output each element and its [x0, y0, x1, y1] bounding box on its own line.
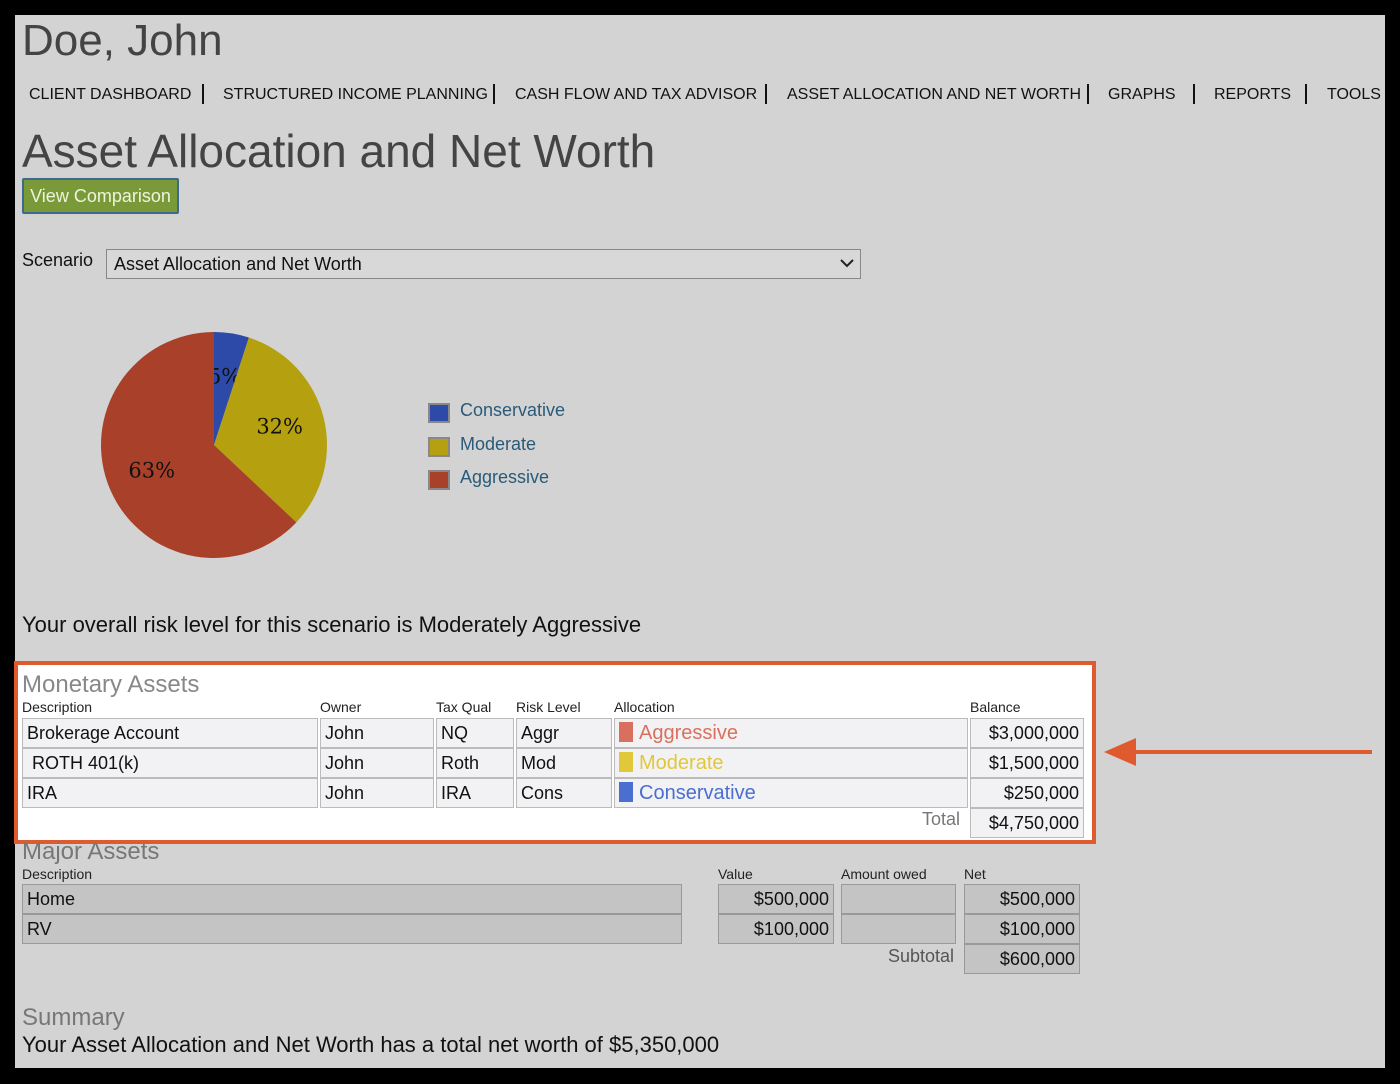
column-header: Allocation: [614, 699, 675, 715]
table-cell: RV: [22, 914, 682, 944]
total-label: Total: [921, 809, 960, 829]
nav-link[interactable]: ASSET ALLOCATION AND NET WORTH: [787, 86, 1081, 103]
column-header: Risk Level: [516, 699, 581, 715]
table-cell: $1,500,000: [970, 748, 1084, 778]
table-cell: Brokerage Account: [22, 718, 318, 748]
table-cell: Roth: [436, 748, 514, 778]
allocation-swatch: [619, 782, 633, 802]
allocation-swatch: [619, 752, 633, 772]
table-cell: ROTH 401(k): [22, 748, 318, 778]
total-value: $4,750,000: [970, 808, 1084, 838]
legend-swatch: [428, 470, 450, 490]
nav-link[interactable]: CLIENT DASHBOARD: [29, 86, 192, 103]
view-comparison-button[interactable]: View Comparison: [22, 178, 179, 214]
nav-separator: [1193, 84, 1195, 104]
nav-link[interactable]: REPORTS: [1214, 86, 1292, 103]
input-cell: [841, 884, 956, 914]
table-cell: IRA: [22, 778, 318, 808]
column-header: Description: [22, 866, 93, 882]
nav-separator: [493, 84, 495, 104]
pie-slice: [100, 332, 297, 558]
risk-statement: Your overall risk level for this scenari…: [22, 612, 642, 637]
legend-label: Aggressive: [460, 467, 550, 487]
section-title: Monetary Assets: [22, 671, 200, 698]
column-header: Description: [22, 699, 93, 715]
dropdown-arrow: [840, 259, 854, 268]
slice-label: 32%: [256, 415, 303, 439]
table-cell: $500,000: [964, 884, 1080, 914]
annotation-arrow: [1104, 738, 1372, 766]
column-header: Amount owed: [841, 866, 927, 882]
column-header: Net: [964, 866, 986, 882]
table-cell: $100,000: [718, 914, 834, 944]
table-cell: Aggressive: [614, 718, 968, 748]
scenario-selected: Asset Allocation and Net Worth: [114, 254, 362, 274]
pie-chart: 5%32%63%: [100, 332, 327, 558]
legend-swatch: [428, 436, 450, 457]
column-header: Tax Qual: [436, 699, 492, 715]
nav-separator: [765, 84, 767, 104]
table-cell: Conservative: [614, 778, 968, 808]
allocation-label: Moderate: [639, 752, 724, 774]
slice-label: 63%: [128, 458, 175, 482]
nav-link[interactable]: CASH FLOW AND TAX ADVISOR: [515, 86, 758, 103]
client-name: Doe, John: [22, 16, 223, 65]
section-title: Summary: [22, 1004, 125, 1031]
legend: Conservative Moderate Aggressive: [428, 400, 628, 500]
table-cell: IRA: [436, 778, 514, 808]
summary-text: Your Asset Allocation and Net Worth has …: [22, 1032, 720, 1057]
page-title: Asset Allocation and Net Worth: [22, 125, 656, 177]
table-cell: NQ: [436, 718, 514, 748]
column-header: Value: [718, 866, 753, 882]
column-header: Balance: [970, 699, 1021, 715]
table-cell: John: [320, 748, 434, 778]
subtotal-label: Subtotal: [887, 946, 954, 966]
nav-link[interactable]: GRAPHS: [1108, 86, 1176, 103]
table-cell: John: [320, 778, 434, 808]
nav-link[interactable]: STRUCTURED INCOME PLANNING: [223, 86, 488, 103]
legend-label: Conservative: [460, 400, 566, 420]
table-cell: Aggr: [516, 718, 612, 748]
allocation-swatch: [619, 722, 633, 742]
column-header: Owner: [320, 699, 362, 715]
nav-separator: [1305, 84, 1307, 104]
nav-separator: [202, 84, 204, 104]
table-cell: $100,000: [964, 914, 1080, 944]
scenario-label: Scenario: [22, 250, 94, 270]
table-cell: John: [320, 718, 434, 748]
subtotal-value: $600,000: [964, 944, 1080, 974]
allocation-label: Aggressive: [639, 722, 738, 744]
pie-slice: [214, 337, 327, 523]
scenario-select[interactable]: Asset Allocation and Net Worth: [106, 249, 861, 279]
section-title: Major Assets: [22, 838, 160, 865]
table-cell: Moderate: [614, 748, 968, 778]
nav-separator: [1087, 84, 1089, 104]
pie-slice: [214, 332, 249, 445]
allocation-label: Conservative: [639, 782, 756, 804]
table-cell: Home: [22, 884, 682, 914]
legend-swatch: [428, 403, 450, 423]
table-cell: $3,000,000: [970, 718, 1084, 748]
table-cell: Mod: [516, 748, 612, 778]
legend-label: Moderate: [460, 433, 537, 454]
nav-link[interactable]: TOOLS: [1327, 86, 1381, 103]
table-cell: Cons: [516, 778, 612, 808]
table-cell: $250,000: [970, 778, 1084, 808]
table-cell: $500,000: [718, 884, 834, 914]
input-cell: [841, 914, 956, 944]
